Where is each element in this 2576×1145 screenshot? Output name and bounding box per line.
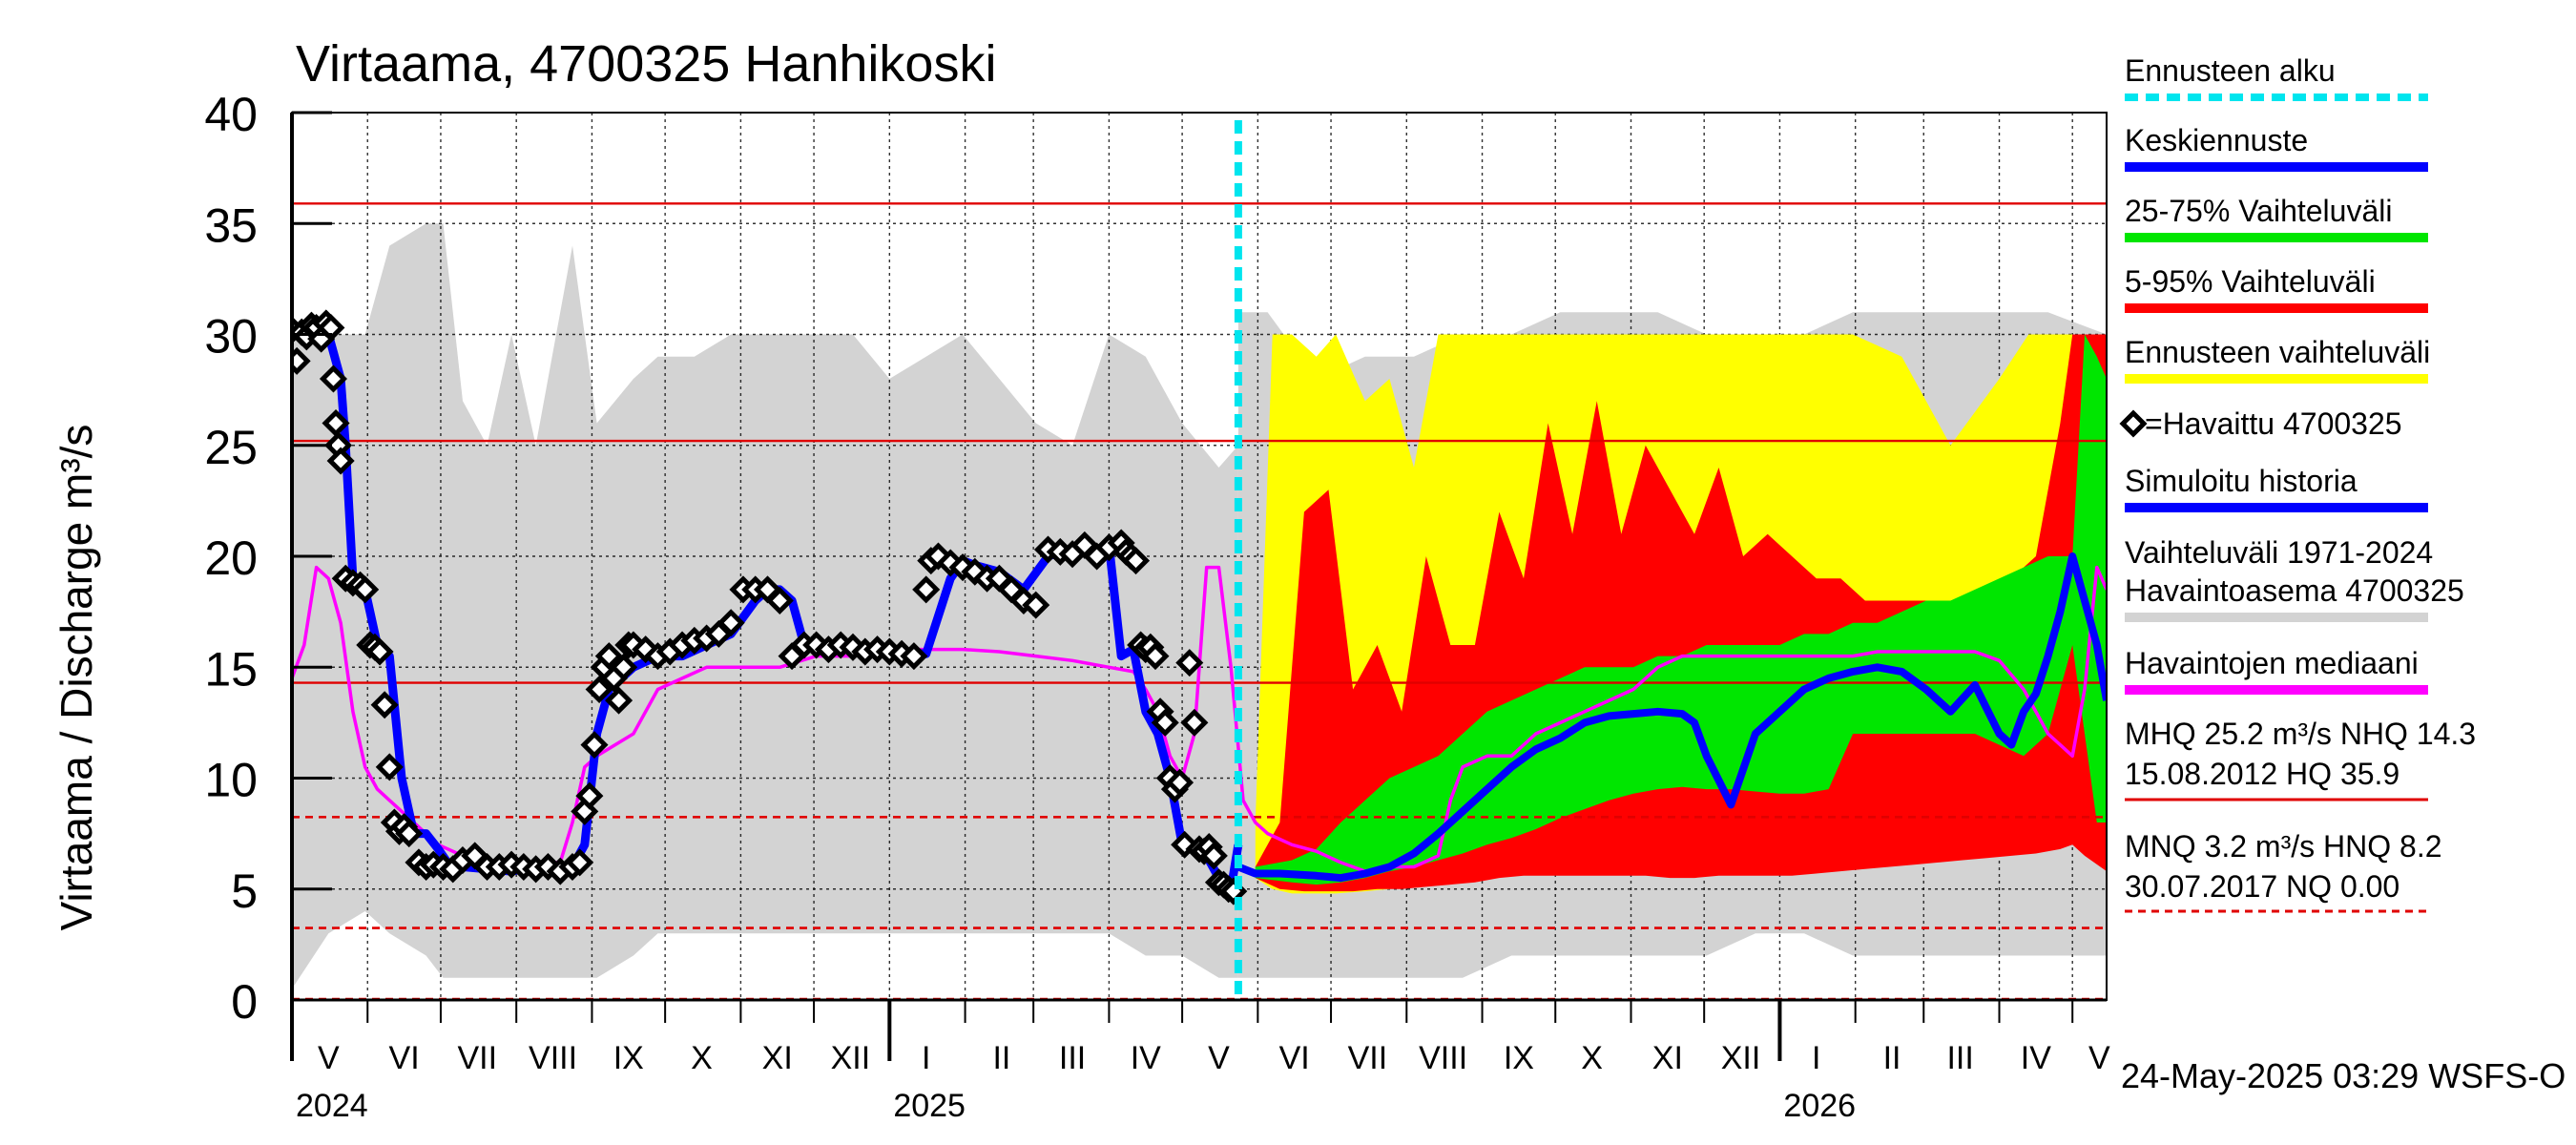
x-month-label-16: IX [1504, 1040, 1534, 1076]
x-month-label-18: XI [1652, 1040, 1683, 1076]
observed-point-41 [566, 848, 594, 877]
band-25-75 [1255, 334, 2107, 885]
median-forecast-line [1236, 552, 2107, 883]
chart-title: Virtaama, 4700325 Hanhikoski [296, 35, 996, 93]
x-year-label-1: 2025 [893, 1088, 966, 1124]
y-tick-label-15: 15 [204, 642, 258, 696]
observed-point-25 [395, 820, 424, 848]
x-month-label-14: VII [1348, 1040, 1388, 1076]
x-month-label-2: VII [458, 1040, 498, 1076]
observed-point-78 [924, 542, 952, 571]
x-month-label-15: VIII [1419, 1040, 1467, 1076]
y-tick-label-5: 5 [231, 864, 258, 918]
x-year-label-2: 2026 [1783, 1088, 1856, 1124]
observed-markers [292, 309, 1248, 906]
observed-point-112 [1199, 842, 1228, 870]
observed-point-102 [1151, 708, 1179, 737]
x-month-label-0: V [318, 1040, 340, 1076]
observed-point-108 [1180, 708, 1209, 737]
legend-label-8: Havaintojen mediaani [2125, 646, 2419, 680]
x-month-label-22: III [1946, 1040, 1973, 1076]
legend-label-4: Ennusteen vaihteluväli [2125, 335, 2430, 369]
x-month-label-17: X [1581, 1040, 1603, 1076]
x-month-label-19: XII [1721, 1040, 1761, 1076]
legend-label2-9: 15.08.2012 HQ 35.9 [2125, 757, 2399, 791]
x-month-label-3: VIII [529, 1040, 577, 1076]
history-band [292, 223, 1238, 989]
legend-swatch-5 [2119, 409, 2148, 438]
observed-point-50 [610, 653, 638, 681]
observed-point-64 [765, 586, 794, 615]
x-month-label-12: V [1208, 1040, 1230, 1076]
x-month-label-23: IV [2021, 1040, 2051, 1076]
x-month-label-24: V [2088, 1040, 2110, 1076]
observed-point-8 [317, 313, 345, 343]
x-month-label-1: VI [389, 1040, 420, 1076]
observed-point-44 [580, 731, 609, 760]
x-month-label-13: VI [1279, 1040, 1310, 1076]
footer-timestamp: 24-May-2025 03:29 WSFS-O [2121, 1056, 2566, 1095]
observed-point-81 [961, 557, 989, 586]
legend-label-0: Ennusteen alku [2125, 53, 2336, 88]
y-tick-label-10: 10 [204, 754, 258, 807]
legend: Ennusteen alku Keskiennuste 25-75% Vaihtel… [2119, 53, 2476, 913]
plot-clipped-group [292, 113, 2107, 1000]
observed-point-16 [351, 575, 380, 604]
observed-point-96 [1121, 547, 1151, 575]
x-month-label-9: II [992, 1040, 1010, 1076]
observed-point-49 [605, 686, 634, 715]
observed-point-1 [292, 346, 311, 375]
observed-point-10 [322, 408, 350, 438]
plot-area [290, 112, 2108, 1002]
observed-point-21 [375, 753, 404, 781]
y-tick-label-40: 40 [204, 88, 258, 141]
observed-point-20 [370, 691, 399, 719]
observed-point-9 [319, 364, 347, 393]
x-axis-labels: V VI VII VIII IX X XI XII I II III IV V VI VII VIII IX X X… [290, 1000, 2110, 1124]
y-tick-label-20: 20 [204, 531, 258, 585]
x-month-label-4: IX [613, 1040, 644, 1076]
legend-label-9: MHQ 25.2 m³/s NHQ 14.3 [2125, 717, 2476, 751]
legend-label-6: Simuloitu historia [2125, 464, 2358, 498]
y-tick-label-25: 25 [204, 421, 258, 474]
observed-point-76 [912, 575, 941, 604]
y-tick-label-0: 0 [231, 975, 258, 1029]
legend-label-3: 5-95% Vaihteluväli [2125, 264, 2376, 299]
observed-point-12 [326, 447, 355, 475]
observed-point-45 [585, 675, 613, 704]
legend-label-10: MNQ 3.2 m³/s HNQ 8.2 [2125, 829, 2442, 864]
x-month-label-6: XI [762, 1040, 793, 1076]
legend-label2-10: 30.07.2017 NQ 0.00 [2125, 869, 2399, 904]
y-axis-label: Virtaama / Discharge m³/s [52, 425, 101, 931]
observed-point-107 [1175, 649, 1204, 677]
observed-point-86 [1022, 591, 1050, 619]
legend-label2-7: Havaintoasema 4700325 [2125, 573, 2464, 608]
observed-point-47 [594, 642, 623, 671]
x-month-label-5: X [691, 1040, 713, 1076]
x-month-label-10: III [1059, 1040, 1086, 1076]
legend-label-1: Keskiennuste [2125, 123, 2308, 157]
x-year-label-0: 2024 [296, 1088, 368, 1124]
x-month-label-11: IV [1131, 1040, 1161, 1076]
observed-point-19 [365, 637, 394, 666]
observed-point-105 [1166, 768, 1195, 797]
legend-label-5: =Havaittu 4700325 [2145, 406, 2402, 441]
observed-point-43 [575, 781, 604, 810]
y-tick-label-35: 35 [204, 198, 258, 252]
legend-label-7: Vaihteluväli 1971-2024 [2125, 535, 2433, 570]
observed-point-75 [900, 642, 928, 671]
y-axis-ticks: 0 5 10 15 20 25 30 35 40 [204, 88, 332, 1029]
observed-point-60 [717, 609, 745, 637]
x-month-label-8: I [922, 1040, 930, 1076]
y-tick-label-30: 30 [204, 310, 258, 364]
x-month-label-21: II [1883, 1040, 1901, 1076]
x-month-label-7: XII [831, 1040, 871, 1076]
x-month-label-20: I [1812, 1040, 1820, 1076]
legend-label-2: 25-75% Vaihteluväli [2125, 194, 2392, 228]
observed-point-100 [1141, 642, 1170, 671]
